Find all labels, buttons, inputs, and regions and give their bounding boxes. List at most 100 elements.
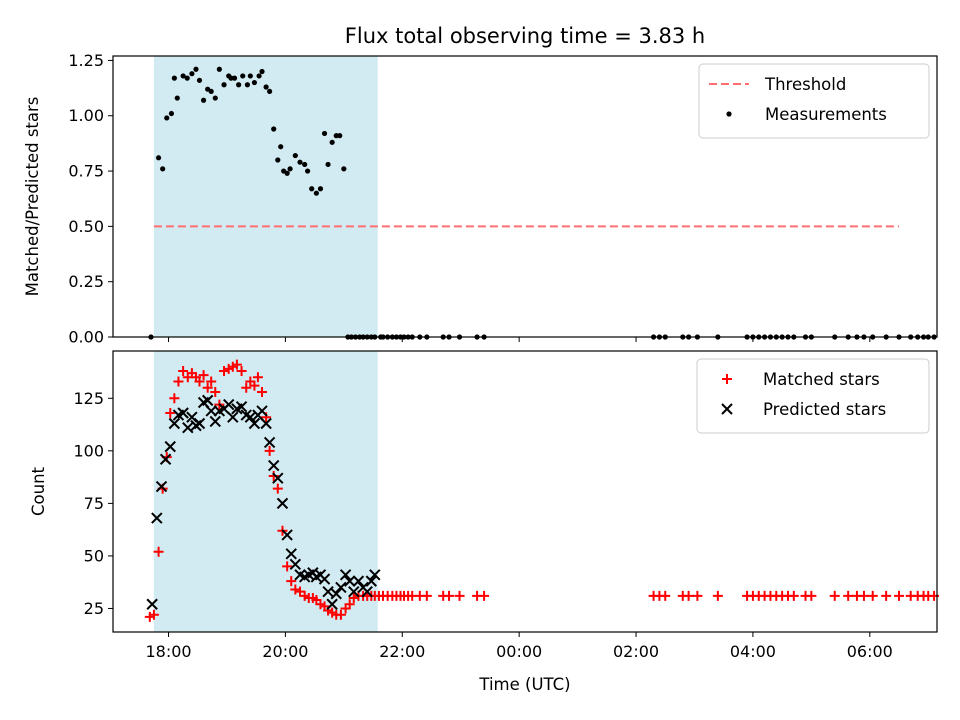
y-axis-label: Count [29,466,48,516]
measurement-point [212,95,218,101]
measurement-point [267,88,273,95]
predicted-star-point [276,497,289,510]
matched-star-point [444,590,455,601]
predicted-star-point [227,411,239,423]
predicted-star-point [177,407,189,419]
measurement-point [302,161,308,168]
measurement-point [341,166,347,172]
matched-star-point [867,590,878,601]
measurement-point [200,97,207,103]
matched-star-point [282,561,293,572]
measurement-point [256,73,262,79]
measurement-point [259,68,265,75]
matched-star-point [252,372,263,383]
panel-ratio: 0.00 0.25 0.50 0.75 1.00 1.25 Matched/Predicte… [23,51,938,347]
matched-star-point [454,590,465,601]
predicted-star-point [164,440,176,453]
legend-predicted-swatch [721,403,733,415]
measurement-point [309,186,315,192]
predicted-star-point [248,417,261,430]
matched-star-point [335,609,346,620]
matched-star-point [712,590,723,601]
matched-star-point [344,599,355,610]
predicted-star-point [365,575,378,587]
predicted-star-point [151,512,163,524]
y-tick-label: 75 [84,494,104,513]
matched-star-point [257,386,268,397]
predicted-star-point [281,529,293,541]
legend-matched-swatch [722,374,732,384]
matched-star-point [148,609,159,620]
y-tick-label: 25 [84,599,104,618]
predicted-star-point [168,417,181,430]
matched-star-point [202,382,213,393]
matched-star-point [348,592,359,603]
y-tick-label: 100 [73,441,104,460]
matched-star-point [290,584,301,595]
measurement-point [168,110,175,117]
measurement-point [337,133,343,139]
measurement-point [189,71,195,77]
predicted-star-point [322,585,334,598]
legend-label: Predicted stars [763,400,886,419]
legend: Threshold Measurements [698,63,930,139]
predicted-star-point [201,394,214,407]
axes-frame [112,350,938,633]
measurement-point [313,190,319,196]
x-tick-label: 00:00 [496,642,542,661]
measurement-point [171,75,177,81]
matched-star-point [219,365,230,376]
matched-star-point [692,590,703,601]
predicted-star-point [235,400,248,413]
measurement-point [325,161,331,168]
x-tick-label: 02:00 [613,642,659,661]
matched-star-point [153,546,164,557]
measurement-point [193,66,199,72]
matched-star-point [169,393,180,404]
matched-star-point [264,445,275,456]
matched-star-point [894,590,905,601]
predicted-star-point [260,417,272,430]
y-axis-label: Matched/Predicted stars [23,97,42,297]
matched-star-point [194,376,205,387]
matched-star-point [286,576,297,587]
matched-star-point [858,590,869,601]
predicted-star-point [289,558,302,571]
y-tick-label: 50 [84,546,104,565]
predicted-star-point [256,405,268,417]
measurement-point [155,155,162,161]
panel-count: 25 50 75 100 125 Count Matched stars Predicted … [29,350,940,637]
predicted-star-point [182,422,194,434]
matched-star-point [206,376,217,387]
legend-label: Matched stars [763,370,880,389]
x-axis-label: Time (UTC) [478,675,570,694]
legend: Matched stars Predicted stars [696,358,930,434]
matched-star-point [198,370,209,381]
matched-star-point [806,590,817,601]
measurement-point [284,170,290,176]
predicted-star-point [361,585,373,598]
predicted-star-point [193,417,206,430]
predicted-star-point [318,573,331,585]
observing-interval-shade [153,56,378,337]
matched-star-point [236,365,247,376]
matched-star-point [178,365,189,376]
predicted-star-point [223,398,235,411]
y-tick-label: 1.00 [68,106,104,125]
matched-star-point [231,359,242,370]
predicted-star-point [159,453,172,465]
predicted-star-point [369,569,381,581]
predicted-star-point [343,575,356,587]
predicted-star-point [268,459,280,472]
matched-star-point [660,590,671,601]
x-tick-label: 20:00 [262,642,308,661]
matched-star-point [479,590,490,601]
measurement-point [297,159,303,165]
measurement-point [180,73,186,79]
measurement-point [275,157,281,163]
predicted-star-point [339,569,352,581]
x-tick-label: 18:00 [145,642,191,661]
legend-label: Threshold [764,75,846,94]
y-tick-label: 125 [73,389,104,408]
